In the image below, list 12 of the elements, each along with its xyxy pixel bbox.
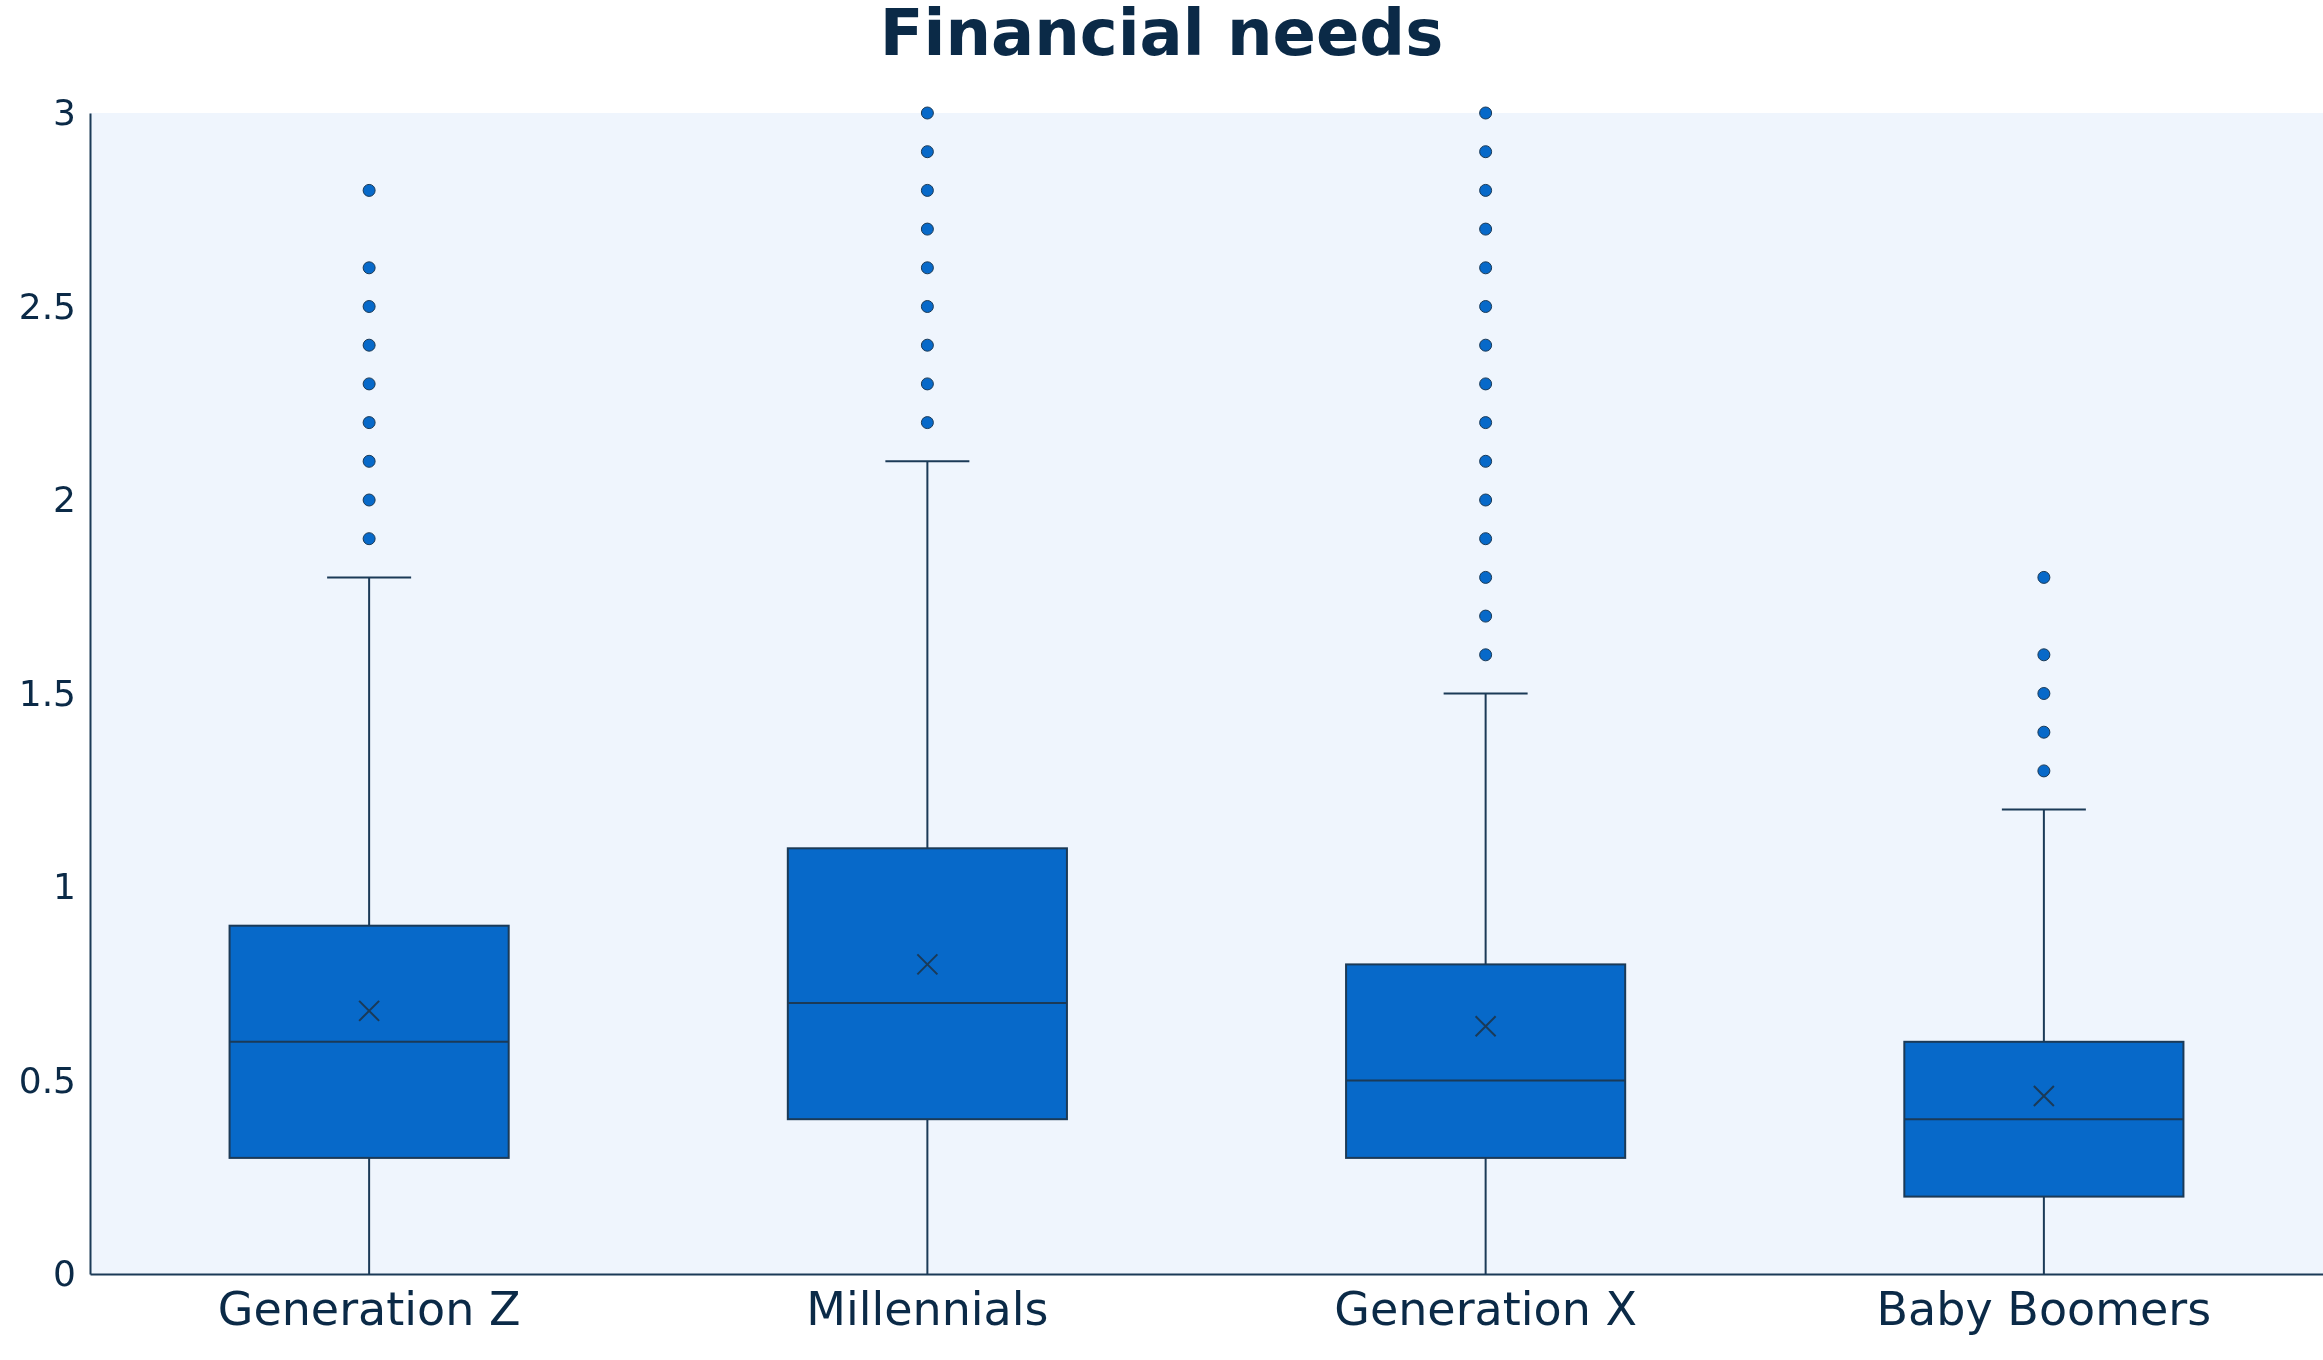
- chart-title: Financial needs: [879, 0, 1444, 70]
- y-tick-label: 0: [53, 1253, 76, 1295]
- y-tick-label: 1.5: [18, 672, 76, 714]
- x-tick-label: Millennials: [806, 1281, 1049, 1336]
- y-tick-label: 1: [53, 866, 76, 908]
- x-tick-label: Generation Z: [217, 1281, 521, 1336]
- y-tick-label: 2: [53, 479, 76, 521]
- y-tick-label: 0.5: [18, 1059, 76, 1101]
- x-tick-label: Generation X: [1334, 1281, 1638, 1336]
- y-tick-label: 2.5: [18, 285, 76, 327]
- y-tick-label: 3: [53, 92, 76, 134]
- x-tick-label: Baby Boomers: [1876, 1281, 2212, 1336]
